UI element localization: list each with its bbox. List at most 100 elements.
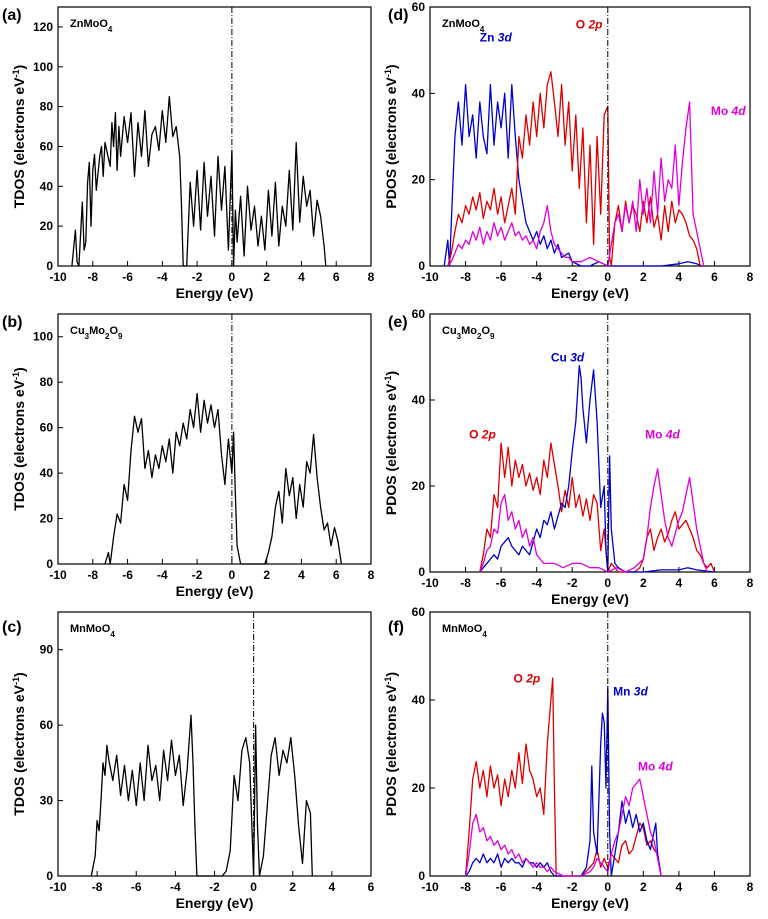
compound-label: Cu3Mo2O9 xyxy=(70,325,123,341)
y-axis-label: PDOS (electrons eV-1) xyxy=(383,371,399,515)
x-tick-label: -2 xyxy=(209,880,220,894)
compound-label: MnMoO4 xyxy=(442,623,487,639)
x-tick-label: 0 xyxy=(604,576,611,590)
y-axis-label: TDOS (electrons eV-1) xyxy=(11,672,27,815)
x-tick-label: -8 xyxy=(460,576,471,590)
x-tick-label: -2 xyxy=(192,568,203,582)
x-tick-label: 2 xyxy=(289,880,296,894)
x-tick-label: 4 xyxy=(329,880,336,894)
y-tick-label: 60 xyxy=(412,307,426,321)
y-tick-label: 0 xyxy=(46,259,53,273)
x-tick-label: 2 xyxy=(640,270,647,284)
y-tick-label: 100 xyxy=(33,60,53,74)
y-tick-label: 40 xyxy=(40,466,54,480)
y-tick-label: 40 xyxy=(40,179,54,193)
x-tick-label: 4 xyxy=(676,576,683,590)
y-tick-label: 60 xyxy=(40,421,54,435)
x-tick-label: -10 xyxy=(49,568,67,582)
x-tick-label: -8 xyxy=(460,880,471,894)
x-tick-label: -10 xyxy=(421,880,439,894)
series-line-mo-4d xyxy=(447,101,705,267)
orbital-annotation: Mo 4d xyxy=(638,759,673,773)
x-axis-label: Energy (eV) xyxy=(551,285,629,301)
y-tick-label: 90 xyxy=(40,643,54,657)
x-tick-label: 2 xyxy=(640,576,647,590)
x-tick-label: -2 xyxy=(567,576,578,590)
x-tick-label: 8 xyxy=(368,270,375,284)
panel-label: (a) xyxy=(2,7,22,24)
x-tick-label: 8 xyxy=(747,576,754,590)
x-tick-label: 0 xyxy=(604,880,611,894)
plot-frame xyxy=(57,6,372,267)
y-tick-label: 60 xyxy=(40,139,54,153)
y-tick-label: 120 xyxy=(33,20,53,34)
x-tick-label: 0 xyxy=(229,568,236,582)
x-tick-label: 6 xyxy=(368,880,375,894)
y-tick-label: 80 xyxy=(40,100,54,114)
plot-frame xyxy=(57,611,372,877)
series-line-mo-4d xyxy=(479,468,708,573)
y-axis-label: PDOS (electrons eV-1) xyxy=(383,672,399,816)
x-tick-label: 2 xyxy=(263,568,270,582)
x-axis-label: Energy (eV) xyxy=(551,895,629,911)
x-tick-label: -2 xyxy=(567,270,578,284)
panel-label: (b) xyxy=(2,314,22,331)
orbital-annotation: Mo 4d xyxy=(711,104,746,118)
series-line-mn-3d xyxy=(465,686,662,877)
y-tick-label: 80 xyxy=(40,375,54,389)
orbital-annotation: Cu 3d xyxy=(551,350,585,364)
x-axis-label: Energy (eV) xyxy=(176,285,254,301)
y-tick-label: 0 xyxy=(418,259,425,273)
x-tick-label: 6 xyxy=(711,270,718,284)
series-line-o-2p xyxy=(479,442,716,573)
y-tick-label: 60 xyxy=(40,718,54,732)
orbital-annotation: O 2p xyxy=(469,428,496,442)
x-tick-label: -10 xyxy=(49,270,67,284)
orbital-annotation: O 2p xyxy=(514,671,541,685)
x-tick-label: -10 xyxy=(421,270,439,284)
y-tick-label: 40 xyxy=(412,393,426,407)
y-tick-label: 0 xyxy=(46,557,53,571)
y-tick-label: 40 xyxy=(412,86,426,100)
x-tick-label: 4 xyxy=(676,880,683,894)
y-tick-label: 60 xyxy=(412,605,426,619)
x-tick-label: 2 xyxy=(640,880,647,894)
x-tick-label: -6 xyxy=(496,880,507,894)
panel-label: (e) xyxy=(388,314,408,331)
x-tick-label: -8 xyxy=(87,270,98,284)
series-line-cu-3d xyxy=(479,364,715,573)
x-tick-label: 6 xyxy=(333,568,340,582)
series-line-mo-4d xyxy=(464,778,662,877)
x-tick-label: 4 xyxy=(676,270,683,284)
y-tick-label: 0 xyxy=(418,869,425,883)
x-tick-label: -8 xyxy=(92,880,103,894)
x-tick-label: 6 xyxy=(711,880,718,894)
y-tick-label: 20 xyxy=(40,219,54,233)
x-tick-label: 8 xyxy=(368,568,375,582)
y-tick-label: 40 xyxy=(412,693,426,707)
y-tick-label: 0 xyxy=(418,565,425,579)
y-axis-label: PDOS (electrons eV-1) xyxy=(383,64,399,208)
x-tick-label: 8 xyxy=(747,270,754,284)
panel-e: -10 -8 -6 -4 -2 0 2 4 6 8 0 20 40 60 Energy (eV) PDOS (… xyxy=(383,307,754,607)
y-tick-label: 20 xyxy=(412,781,426,795)
x-tick-label: -2 xyxy=(192,270,203,284)
y-axis-label: TDOS (electrons eV-1) xyxy=(11,65,27,208)
x-tick-label: 2 xyxy=(263,270,270,284)
y-tick-label: 60 xyxy=(412,0,426,14)
x-tick-label: 6 xyxy=(711,576,718,590)
x-axis-label: Energy (eV) xyxy=(176,895,254,911)
compound-label: ZnMoO4 xyxy=(442,18,485,34)
compound-label: ZnMoO4 xyxy=(70,18,113,34)
x-tick-label: -6 xyxy=(131,880,142,894)
x-tick-label: -4 xyxy=(531,880,542,894)
x-tick-label: -10 xyxy=(49,880,67,894)
x-tick-label: -4 xyxy=(157,568,168,582)
y-tick-label: 30 xyxy=(40,794,54,808)
x-tick-label: 8 xyxy=(747,880,754,894)
x-tick-label: -6 xyxy=(496,576,507,590)
x-tick-label: 6 xyxy=(333,270,340,284)
